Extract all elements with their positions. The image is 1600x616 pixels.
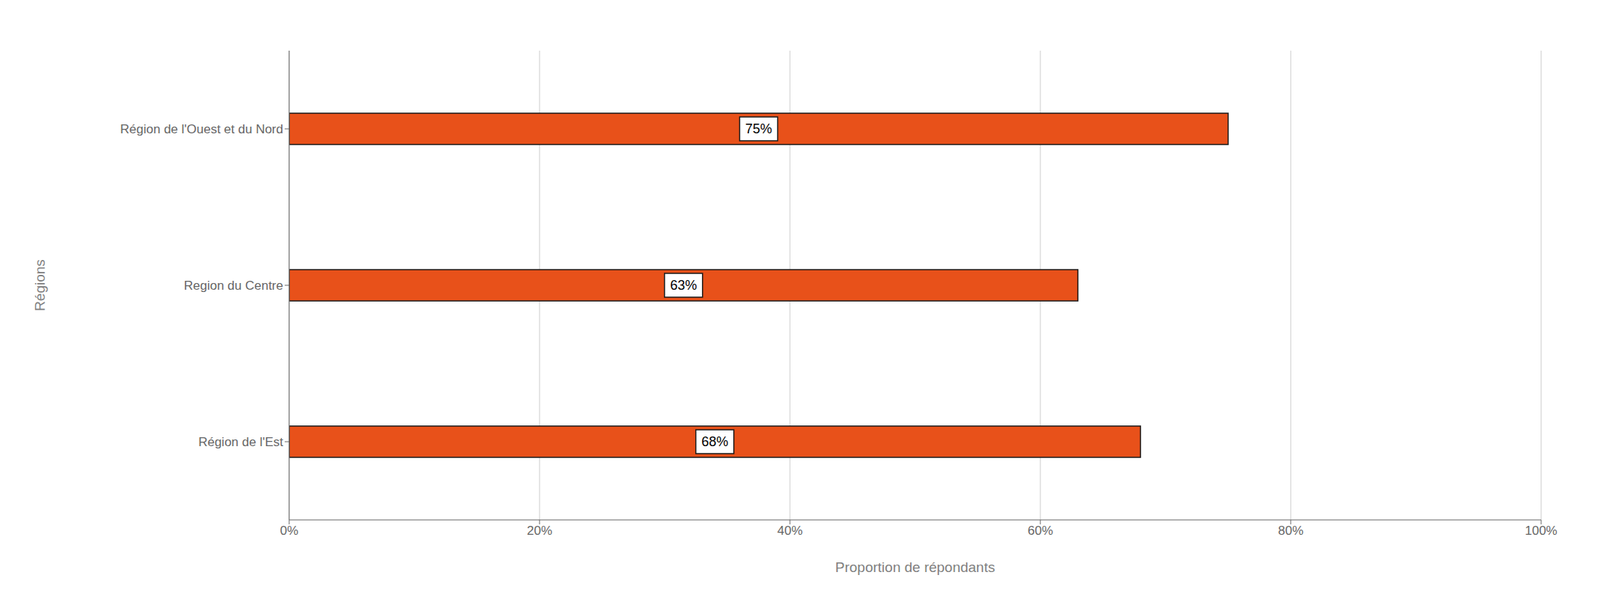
svg-text:Région de l'Ouest et du Nord: Région de l'Ouest et du Nord (119, 122, 284, 137)
svg-text:100%: 100% (1524, 523, 1557, 539)
svg-text:0%: 0% (280, 523, 299, 539)
svg-text:Proportion de répondants: Proportion de répondants (835, 559, 995, 576)
svg-text:80%: 80% (1278, 523, 1304, 539)
svg-text:Région de l'Est: Région de l'Est (198, 435, 284, 450)
svg-text:Régions: Régions (32, 259, 48, 312)
svg-text:Region du Centre: Region du Centre (184, 278, 284, 293)
svg-text:75%: 75% (745, 121, 773, 137)
svg-text:63%: 63% (669, 277, 697, 293)
svg-text:68%: 68% (701, 434, 729, 450)
svg-text:60%: 60% (1027, 523, 1054, 539)
svg-text:40%: 40% (777, 523, 803, 539)
svg-text:20%: 20% (526, 523, 553, 539)
